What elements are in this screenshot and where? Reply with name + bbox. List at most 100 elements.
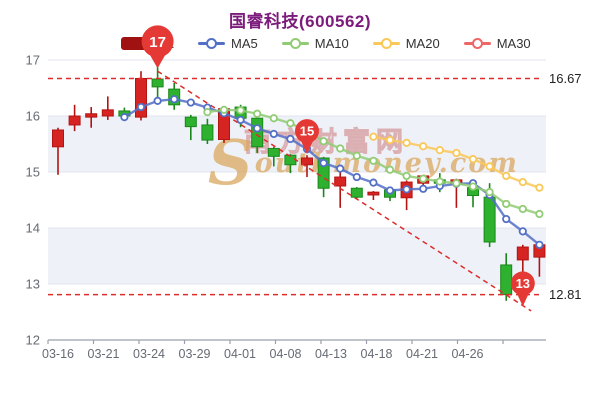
ma-point-ma5 <box>236 115 245 125</box>
ma20-line-icon <box>372 38 400 49</box>
candle-body <box>417 175 430 184</box>
plot-band <box>48 116 546 172</box>
candle-body <box>184 116 197 128</box>
ma-point-ma5 <box>219 109 229 118</box>
k-candle-swatch <box>121 37 160 50</box>
ma5-line-icon <box>198 38 226 49</box>
legend-item-ma30[interactable]: MA30 <box>463 36 531 51</box>
ma-point-ma10 <box>402 171 411 181</box>
ma-point-ma5 <box>186 98 195 107</box>
chart-legend: K MA5 MA10 MA20 MA30 <box>0 36 600 51</box>
candle-body <box>101 109 114 117</box>
legend-item-ma20[interactable]: MA20 <box>372 36 440 51</box>
ma-point-ma5 <box>153 96 162 105</box>
candle-body <box>118 110 131 117</box>
ma-point-ma5 <box>302 144 312 154</box>
y-axis-label: 14 <box>26 221 40 236</box>
ma-point-ma5 <box>286 134 295 144</box>
candle-body <box>68 115 81 126</box>
ma-point-ma10 <box>518 204 527 214</box>
candle-body <box>467 187 479 197</box>
price-marker-pin: 13 <box>510 271 535 307</box>
candle-body <box>151 78 164 88</box>
ma-point-ma10 <box>336 144 345 153</box>
ma-point-ma10 <box>485 188 494 197</box>
ma-point-ma10 <box>219 105 229 114</box>
ma-point-ma10 <box>302 127 312 136</box>
ma-point-ma5 <box>419 184 428 193</box>
x-axis-label: 04-18 <box>361 347 393 361</box>
legend-label-ma10: MA10 <box>314 36 349 51</box>
ma-point-ma10 <box>269 114 278 123</box>
ma-point-ma5 <box>502 214 511 224</box>
ma-point-ma10 <box>435 177 444 186</box>
ma-point-ma20 <box>452 148 461 158</box>
candle-body <box>267 147 280 157</box>
legend-item-ma5[interactable]: MA5 <box>198 36 258 51</box>
candle-body <box>350 187 363 198</box>
ma-point-ma5 <box>269 129 278 139</box>
candle-body <box>317 157 330 189</box>
ma-line-ma10 <box>207 108 540 216</box>
ma-point-ma20 <box>485 162 494 171</box>
candle-body <box>433 179 446 184</box>
ma-point-ma20 <box>369 132 378 141</box>
plot-band <box>48 60 546 116</box>
ma-point-ma10 <box>535 209 544 219</box>
legend-label-ma5: MA5 <box>231 36 258 51</box>
chart-title: 国睿科技(600562) <box>228 12 372 31</box>
svg-text:13: 13 <box>516 276 530 291</box>
ma-point-ma5 <box>319 158 328 168</box>
candle-body <box>284 154 297 166</box>
watermark-en: Southmoney.com <box>208 126 519 199</box>
candle-body <box>234 106 247 119</box>
ma-point-ma10 <box>203 107 212 117</box>
candle-body <box>218 108 230 141</box>
ma-point-ma5 <box>253 124 262 133</box>
ma-point-ma10 <box>385 165 395 174</box>
y-axis-label: 17 <box>26 53 40 68</box>
ma-point-ma5 <box>170 95 179 104</box>
candle-body <box>201 124 214 141</box>
ma-point-ma5 <box>402 185 411 194</box>
ma-point-ma20 <box>468 155 478 164</box>
candle-body <box>400 181 413 199</box>
ma-point-ma10 <box>253 109 262 118</box>
ma-point-ma10 <box>369 156 378 165</box>
trend-line <box>157 70 532 312</box>
ma-point-ma5 <box>203 103 212 112</box>
candle-body <box>301 157 313 166</box>
candle-body <box>334 176 347 187</box>
svg-text:15: 15 <box>300 124 314 139</box>
ma-point-ma5 <box>385 186 395 195</box>
ma-point-ma5 <box>435 181 444 191</box>
candle-body <box>52 129 64 148</box>
x-axis-label: 04-13 <box>315 347 347 361</box>
x-axis-label: 03-29 <box>179 347 211 361</box>
ma-point-ma20 <box>419 142 428 151</box>
ref-line-label: 16.67 <box>549 71 582 86</box>
x-axis-label: 04-26 <box>452 347 484 361</box>
x-axis-label: 04-08 <box>270 347 302 361</box>
price-marker-pin: 15 <box>295 119 319 155</box>
ma-point-ma5 <box>120 113 129 122</box>
watermark-cn: 南方财富网 <box>244 126 409 157</box>
legend-item-ma10[interactable]: MA10 <box>281 36 349 51</box>
y-axis-label: 12 <box>26 333 40 348</box>
candle-body <box>168 88 181 106</box>
x-axis-label: 04-21 <box>406 347 438 361</box>
candle-body <box>384 189 396 198</box>
ma-point-ma10 <box>419 174 428 183</box>
legend-item-k[interactable]: K <box>121 36 174 51</box>
ma-point-ma5 <box>518 227 527 236</box>
x-axis-label: 03-21 <box>88 347 120 361</box>
ma30-line-icon <box>463 38 491 49</box>
ma-line-ma20 <box>373 135 540 189</box>
x-axis-label: 04-01 <box>224 347 256 361</box>
ma-point-ma5 <box>535 240 544 249</box>
ma-point-ma10 <box>452 179 461 188</box>
ma-point-ma10 <box>319 137 328 146</box>
ma-point-ma20 <box>518 177 527 187</box>
